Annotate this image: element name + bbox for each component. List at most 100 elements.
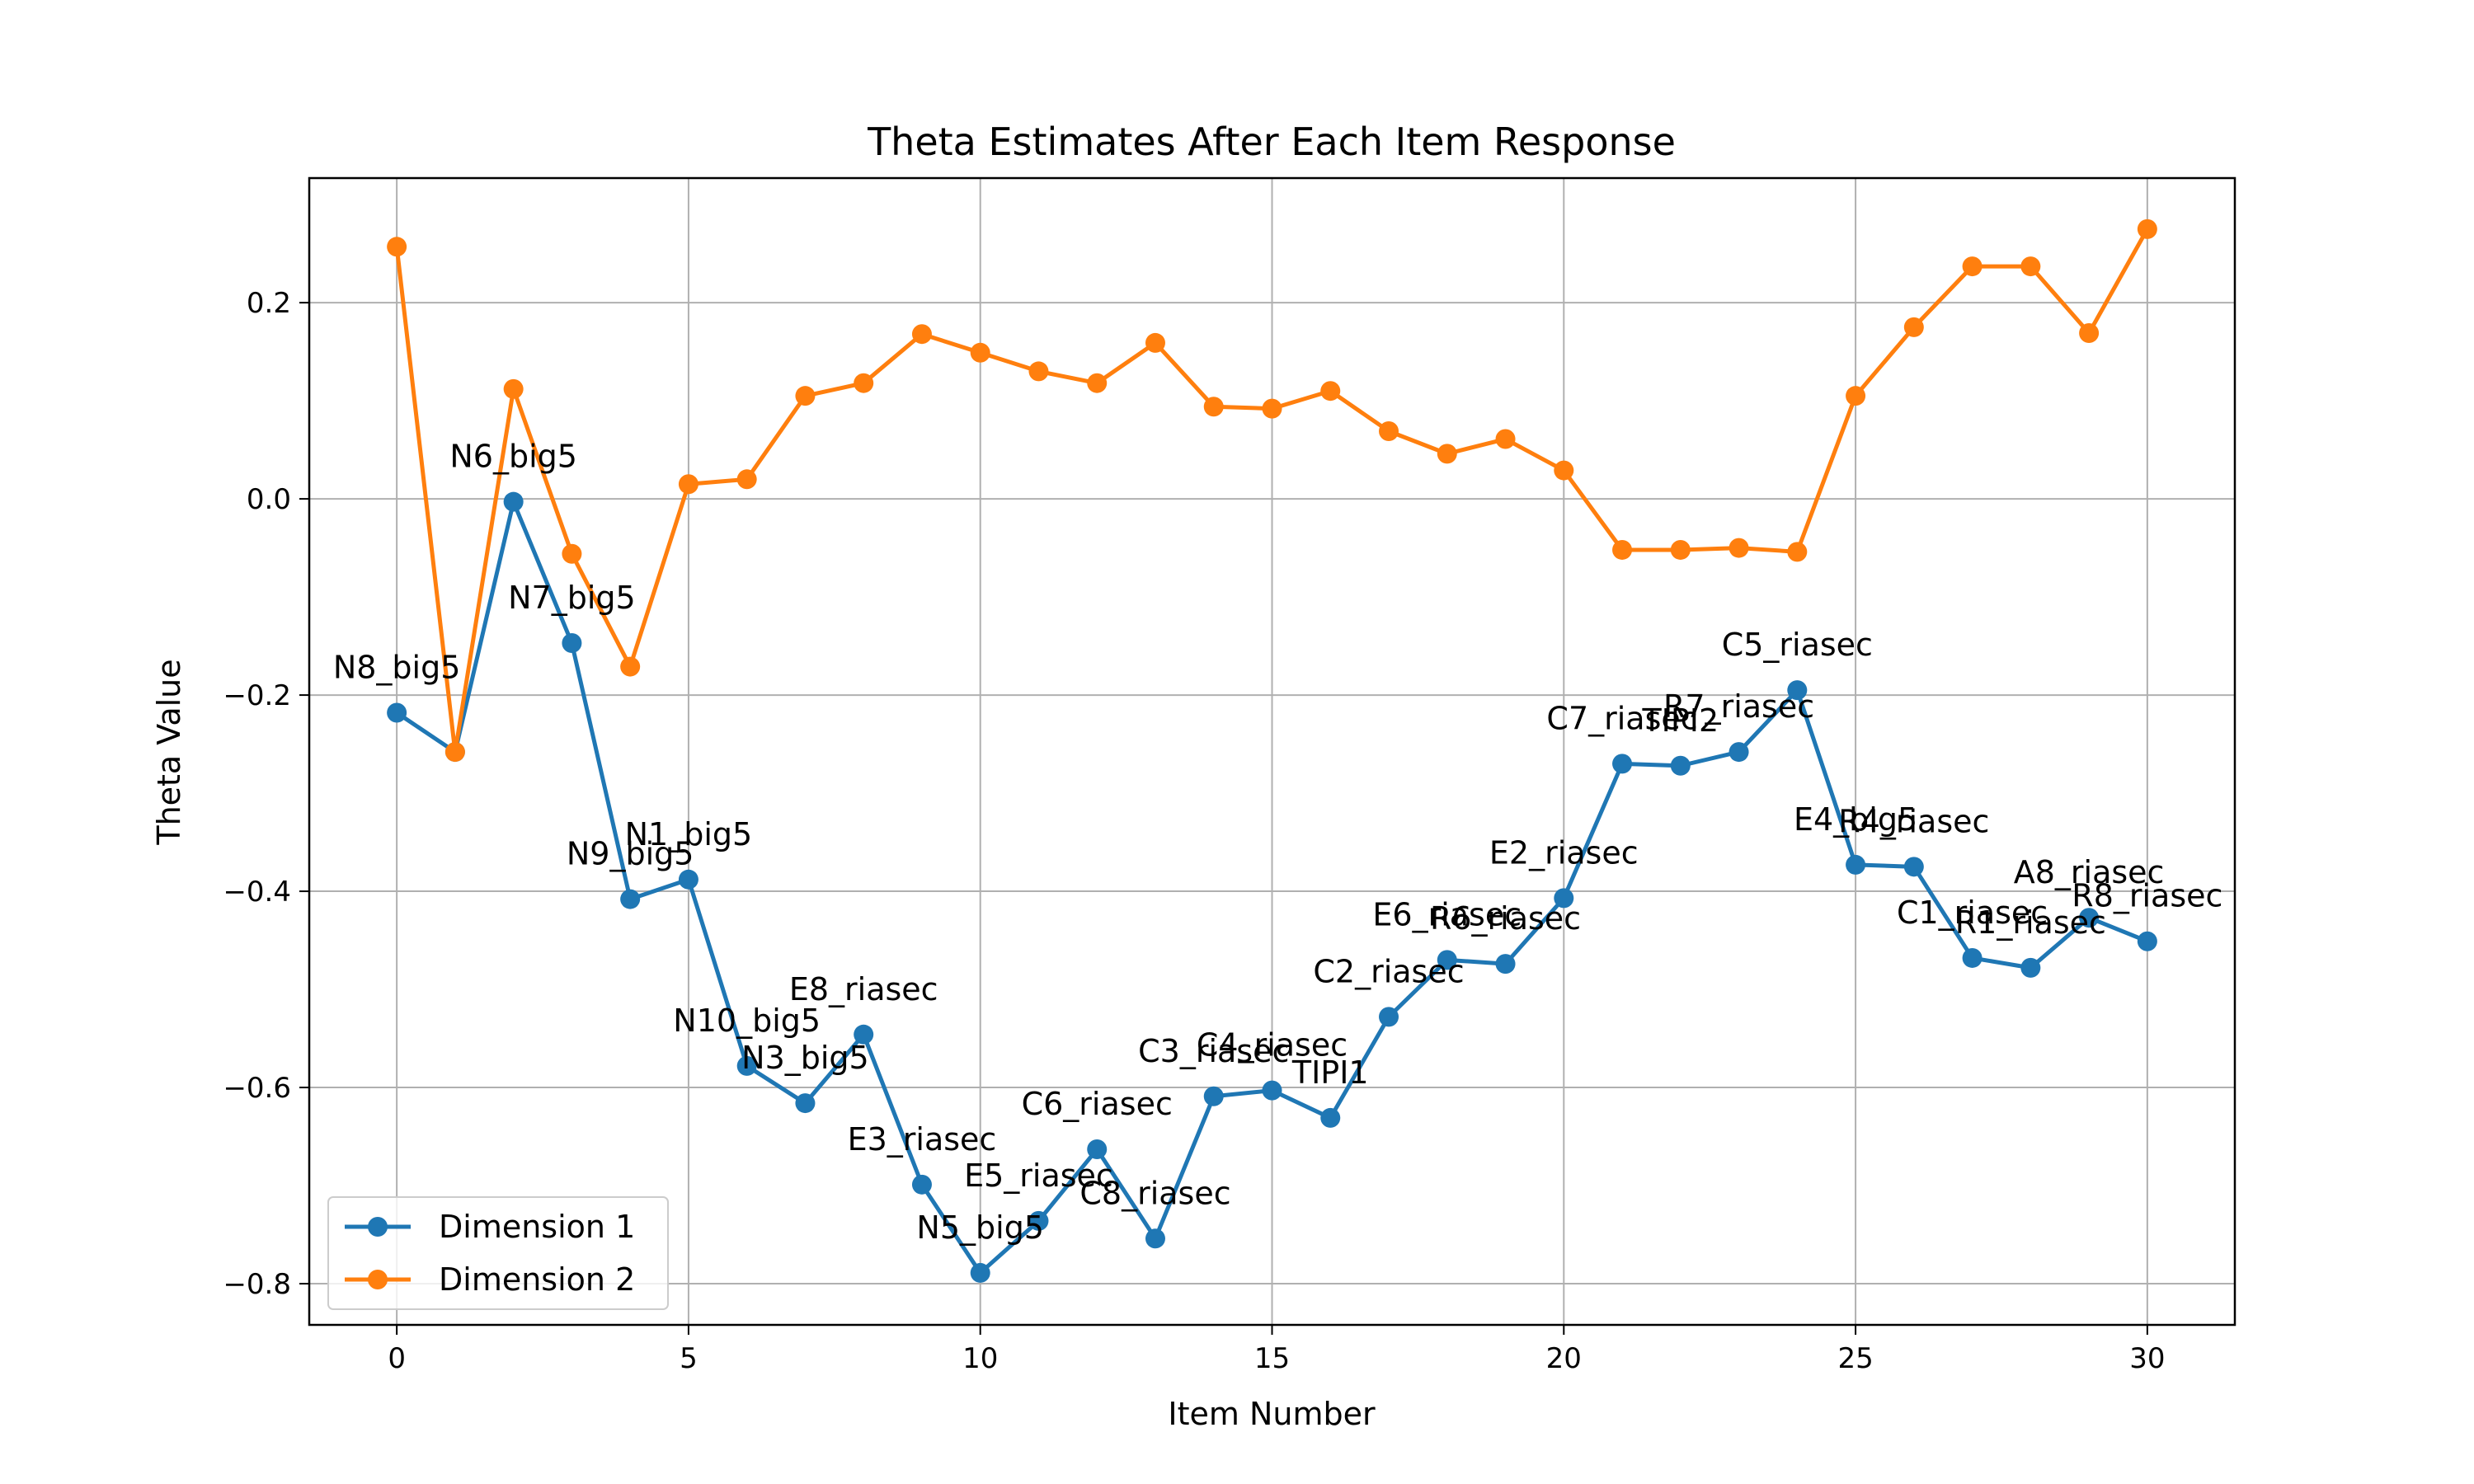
point-annotation: A8_riasec <box>2014 854 2165 890</box>
data-point <box>562 543 582 564</box>
data-point <box>795 386 816 406</box>
data-point <box>911 324 932 345</box>
legend-swatch-marker <box>368 1270 388 1289</box>
data-point <box>854 373 874 393</box>
legend: Dimension 1 Dimension 2 <box>327 1196 669 1310</box>
data-point <box>1087 373 1108 393</box>
data-point <box>736 469 757 490</box>
point-annotation: C5_riasec <box>1722 627 1873 663</box>
point-annotation: R4_riasec <box>1838 803 1989 839</box>
data-point <box>2079 908 2100 928</box>
point-annotation: E4_big5 <box>1794 801 1917 838</box>
series-2 <box>387 218 2157 763</box>
data-point <box>678 474 698 495</box>
point-annotation: C3_riasec <box>1138 1033 1289 1069</box>
data-point <box>736 1055 757 1076</box>
x-tick-label: 25 <box>1837 1342 1873 1375</box>
data-point <box>1262 1080 1282 1101</box>
data-point <box>1379 1007 1399 1027</box>
y-tick-label: −0.8 <box>223 1268 291 1301</box>
data-point <box>1962 256 1982 277</box>
data-point <box>1670 539 1691 560</box>
y-tick-label: −0.4 <box>223 876 291 909</box>
data-point <box>2137 931 2157 951</box>
data-point <box>1437 950 1457 970</box>
point-annotation: N9_big5 <box>567 836 694 872</box>
point-annotation: R8_riasec <box>2072 878 2222 914</box>
data-point <box>1145 332 1165 353</box>
data-point <box>970 342 990 363</box>
data-point <box>911 1174 932 1195</box>
point-annotation: R1_riasec <box>1955 904 2106 941</box>
point-annotation: TIPI1 <box>1291 1054 1369 1091</box>
x-tick-label: 10 <box>962 1342 998 1375</box>
data-point <box>1320 381 1341 402</box>
data-point <box>1437 444 1457 464</box>
point-annotation: C8_riasec <box>1079 1175 1230 1211</box>
data-point <box>1087 1139 1108 1160</box>
data-point <box>1670 755 1691 776</box>
series-layer <box>387 218 2157 1283</box>
legend-label: Dimension 1 <box>439 1209 635 1245</box>
data-point <box>1729 538 1749 558</box>
data-point <box>970 1262 990 1283</box>
point-annotation: E8_riasec <box>789 971 938 1007</box>
data-point <box>2020 957 2041 978</box>
x-tick-label: 5 <box>680 1342 698 1375</box>
data-point <box>444 742 465 763</box>
data-point <box>1787 680 1808 701</box>
legend-swatch-marker <box>368 1217 388 1237</box>
point-annotation: TIPI2 <box>1641 702 1719 739</box>
data-point <box>1203 1086 1224 1106</box>
data-point <box>1903 317 1924 337</box>
point-annotation: R6_riasec <box>1430 900 1581 937</box>
x-tick-label: 15 <box>1254 1342 1290 1375</box>
data-point <box>1145 1228 1165 1249</box>
data-point <box>2020 256 2041 277</box>
point-annotation: E6_riasec <box>1372 896 1522 932</box>
series-1 <box>387 491 2157 1283</box>
data-point <box>1203 397 1224 417</box>
data-point <box>678 869 698 890</box>
data-point <box>1729 742 1749 763</box>
data-point <box>1262 398 1282 419</box>
data-point <box>503 378 524 399</box>
data-point <box>1554 888 1574 909</box>
data-point <box>620 889 641 909</box>
data-point <box>2079 323 2100 344</box>
data-point <box>1554 460 1574 481</box>
y-tick-label: −0.2 <box>223 679 291 712</box>
data-point <box>620 656 641 677</box>
y-tick-label: 0.2 <box>247 287 291 320</box>
point-annotation: N1_big5 <box>625 816 753 852</box>
data-point <box>387 237 407 257</box>
point-annotation: E2_riasec <box>1489 834 1639 871</box>
data-point <box>795 1093 816 1114</box>
data-point <box>1495 429 1516 449</box>
data-point <box>1846 854 1866 875</box>
data-point <box>2137 218 2157 239</box>
data-point <box>1612 754 1633 774</box>
x-tick-label: 30 <box>2129 1342 2165 1375</box>
point-annotation: E3_riasec <box>848 1121 997 1158</box>
data-point <box>1028 361 1049 382</box>
point-annotation: N6_big5 <box>449 439 577 475</box>
data-point <box>1320 1107 1341 1128</box>
ticks: 0 5 10 15 20 25 30 −0.8 −0.6 −0.4 −0.2 0.0 0.2 <box>223 287 2165 1375</box>
point-annotation: N7_big5 <box>508 580 636 616</box>
data-point <box>1787 542 1808 562</box>
point-annotation: E5_riasec <box>964 1158 1113 1194</box>
point-annotation: R7_riasec <box>1663 688 1814 725</box>
data-point <box>503 491 524 512</box>
point-annotation: N5_big5 <box>916 1209 1044 1246</box>
x-axis-label: Item Number <box>1168 1396 1376 1432</box>
data-point <box>1846 386 1866 406</box>
y-tick-label: −0.6 <box>223 1072 291 1105</box>
point-annotation: C1_riasec <box>1897 895 2048 931</box>
point-annotation: C6_riasec <box>1022 1086 1173 1122</box>
data-point <box>854 1024 874 1045</box>
point-annotation: C7_riasec <box>1546 700 1697 736</box>
x-tick-label: 0 <box>388 1342 406 1375</box>
